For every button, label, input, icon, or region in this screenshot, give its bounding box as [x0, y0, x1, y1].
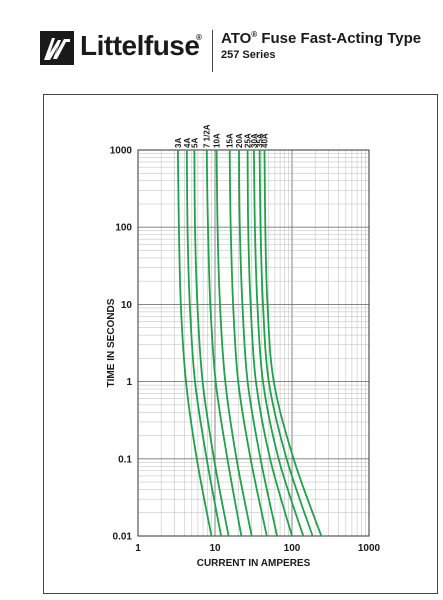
- fuse-curve-15a: [228, 149, 268, 537]
- fuse-curve-30a: [253, 149, 305, 537]
- y-tick-label: 0.01: [113, 532, 133, 543]
- title-registered-mark: ®: [251, 30, 258, 39]
- fuse-curve-35a: [258, 149, 314, 537]
- fuse-curve-7-1-2a: [205, 149, 243, 537]
- y-tick-label: 0.1: [118, 454, 132, 465]
- x-axis-label: CURRENT IN AMPERES: [197, 558, 311, 569]
- fuse-curve-5a: [193, 149, 230, 537]
- y-tick-label: 1000: [110, 146, 133, 157]
- fuse-curve-20a: [238, 149, 278, 537]
- curve-label: 25A: [244, 133, 253, 148]
- fuse-curves: [177, 149, 323, 537]
- curve-label: 7 1/2A: [203, 124, 212, 148]
- brand-name: Littelfuse: [80, 30, 200, 61]
- curve-label: 40A: [261, 133, 270, 148]
- header-divider: [212, 30, 213, 72]
- y-tick-label: 100: [115, 223, 132, 234]
- curve-label: 4A: [183, 138, 192, 148]
- page-subtitle: 257 Series: [221, 49, 276, 61]
- y-tick-label: 1: [126, 377, 132, 388]
- fuse-curve-25a: [246, 149, 293, 537]
- plot-border: [137, 149, 370, 537]
- curve-label: 35A: [256, 133, 265, 148]
- page-header: Littelfuse ® ATO® Fuse Fast-Acting Type …: [0, 0, 443, 80]
- curve-label: 15A: [226, 133, 235, 148]
- page-title: ATO® Fuse Fast-Acting Type: [221, 30, 421, 47]
- x-tick-label: 1000: [358, 543, 381, 554]
- title-rest: Fuse Fast-Acting Type: [257, 30, 422, 47]
- littelfuse-logo-icon: [40, 31, 74, 65]
- brand-registered-mark: ®: [196, 33, 202, 42]
- fuse-curve-4a: [185, 149, 222, 537]
- fuse-curve-3a: [177, 149, 213, 537]
- x-tick-label: 1: [135, 543, 141, 554]
- curve-label: 5A: [190, 138, 199, 148]
- y-axis-label: TIME IN SECONDS: [106, 298, 117, 387]
- chart-frame: [43, 94, 438, 594]
- x-tick-label: 10: [209, 543, 221, 554]
- curve-label: 10A: [213, 133, 222, 148]
- curve-label: 30A: [250, 133, 259, 148]
- x-tick-label: 100: [284, 543, 301, 554]
- curve-label: 20A: [235, 133, 244, 148]
- curve-label: 3A: [174, 138, 183, 148]
- y-tick-label: 10: [121, 300, 133, 311]
- tick-labels: 1 10 100 1000 0.01 0.1 1 10 100 1000: [110, 146, 381, 555]
- fuse-curve-40a: [263, 149, 323, 537]
- fuse-curve-10a: [215, 149, 253, 537]
- title-product: ATO: [221, 30, 252, 47]
